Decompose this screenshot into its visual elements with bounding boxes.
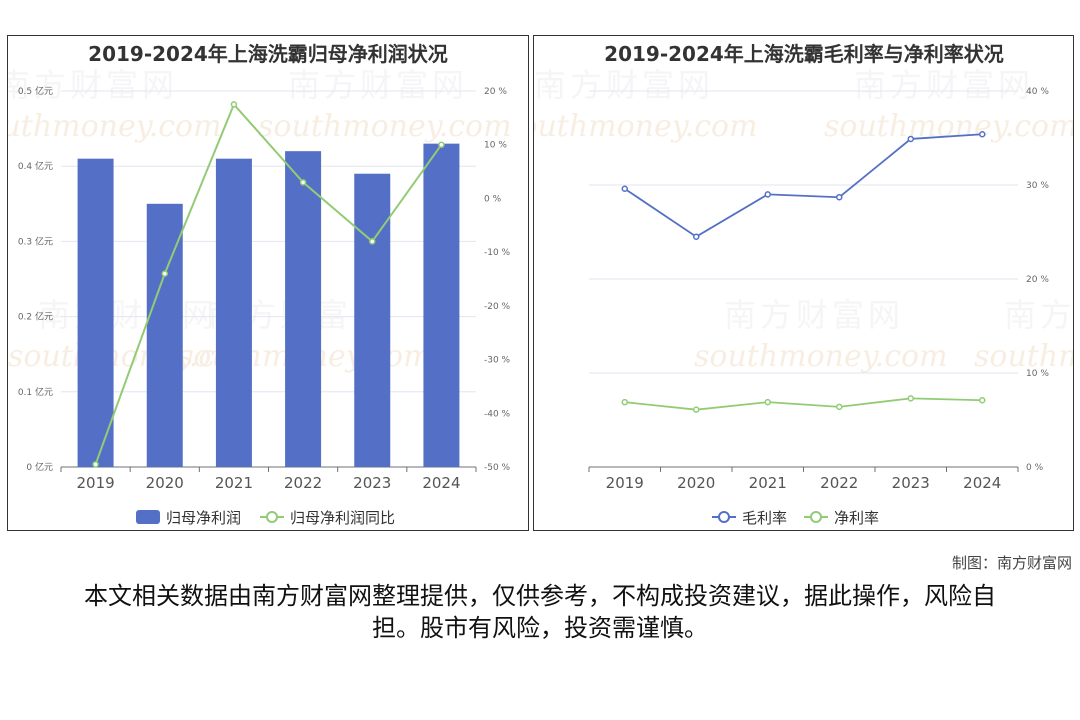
series-point-毛利率-2021: [764, 191, 771, 198]
yoy-line: [94, 102, 443, 465]
watermark-cn-1: 南方财富网: [288, 66, 468, 104]
legend-label-1: 归母净利润同比: [290, 509, 395, 527]
bar-2021: [215, 158, 252, 467]
series-line-净利率: [624, 397, 983, 411]
series-point-净利率-2022: [836, 403, 843, 411]
bar-2024: [423, 143, 460, 467]
series-point-毛利率-2024: [979, 130, 986, 138]
bar-2020: [146, 203, 183, 468]
disclaimer-text: 本文相关数据由南方财富网整理提供，仅供参考，不构成投资建议，据此操作，风险自担。…: [84, 582, 996, 642]
watermark-en-2: southmoney.com: [694, 339, 948, 374]
legend-marker-1: [266, 511, 278, 523]
y-right-tick-label: 40 %: [1026, 87, 1049, 97]
yoy-point-2022: [299, 179, 307, 186]
series-line-毛利率: [624, 133, 983, 238]
yoy-point-2020: [161, 270, 168, 277]
yoy-point-2019: [92, 461, 99, 468]
y-right-tick-label: 20 %: [1026, 275, 1049, 285]
legend: 毛利率 净利率: [712, 509, 879, 527]
bar-2023: [354, 173, 391, 467]
net-profit-chart: 南方财富网 southmoney.com 南方财富网 southmoney.com 南方…: [7, 35, 529, 531]
margin-chart-svg: 南方财富网 southmoney.com 南方财富网 southmoney.com 南方…: [534, 42, 1073, 527]
x-tick-label: 2020: [677, 474, 715, 492]
y-left-tick-label: 0 亿元: [26, 461, 53, 473]
y-right-tick-label: 20 %: [484, 87, 507, 97]
y-right-tick-label: 10 %: [484, 141, 507, 151]
y-right-tick-label: 0 %: [1026, 463, 1044, 473]
legend-label-1: 净利率: [834, 509, 879, 527]
watermark-group: 南方财富网 southmoney.com 南方财富网 southmoney.com 南方…: [534, 66, 1073, 374]
series-point-净利率-2020: [693, 406, 700, 413]
y-right-tick-label: -30 %: [484, 356, 511, 366]
series-point-毛利率-2022: [836, 193, 843, 201]
legend-label-0: 归母净利润: [166, 509, 241, 527]
watermark-en-1: southmoney.com: [824, 109, 1073, 144]
x-tick-label: 2023: [892, 474, 930, 492]
watermark-en-0: southmoney.com: [534, 109, 758, 144]
y-left-tick-label: 0.4 亿元: [18, 160, 53, 172]
series-point-毛利率-2023: [907, 135, 914, 143]
x-tick-label: 2024: [422, 474, 460, 492]
y-left-tick-label: 0.5 亿元: [18, 85, 53, 97]
watermark-en-0: southmoney.com: [8, 109, 222, 144]
watermark-cn-2: 南方财富网: [724, 296, 904, 334]
chart-credit: 制图：南方财富网: [951, 554, 1072, 572]
y-right-tick-label: -20 %: [484, 302, 511, 312]
net-profit-chart-svg: 南方财富网 southmoney.com 南方财富网 southmoney.com 南方…: [8, 42, 512, 527]
x-tick-label: 2022: [284, 474, 322, 492]
watermark-cn-0: 南方财富网: [8, 66, 178, 104]
series-point-净利率-2019: [621, 398, 628, 406]
watermark-en-3: southmoney.com: [974, 339, 1073, 374]
y-right-tick-label: -50 %: [484, 463, 511, 473]
y-right-tick-label: 0 %: [484, 194, 502, 204]
yoy-point-2024: [438, 141, 445, 148]
x-tick-label: 2024: [963, 474, 1001, 492]
y-right-tick-label: 30 %: [1026, 181, 1049, 191]
y-left-tick-label: 0.2 亿元: [18, 311, 53, 323]
y-left-tick-label: 0.3 亿元: [18, 235, 53, 247]
y-right-tick-label: -40 %: [484, 409, 511, 419]
watermark-cn-1: 南方财富网: [854, 66, 1034, 104]
legend-marker-0: [718, 511, 730, 523]
yoy-point-2023: [369, 238, 376, 245]
bar-2022: [285, 151, 322, 467]
series-point-净利率-2024: [979, 397, 986, 404]
x-tick-label: 2019: [606, 474, 644, 492]
y-right-tick-label: 10 %: [1026, 369, 1049, 379]
watermark-cn-0: 南方财富网: [534, 66, 714, 104]
series-point-毛利率-2019: [621, 185, 628, 193]
bar-2019: [77, 158, 114, 467]
yoy-point-2021: [230, 101, 238, 108]
legend-swatch-0: [136, 510, 160, 524]
series-point-毛利率-2020: [693, 233, 700, 240]
watermark-cn-3: 南方财富网: [1004, 296, 1073, 334]
grid-lines: [61, 90, 476, 393]
legend-marker-1: [810, 511, 822, 523]
y-left-tick-label: 0.1 亿元: [18, 386, 53, 398]
x-tick-label: 2021: [749, 474, 787, 492]
watermark-cn-3: 南方财富网: [38, 296, 218, 334]
x-tick-label: 2019: [76, 474, 114, 492]
legend: 归母净利润 归母净利润同比: [136, 509, 395, 527]
series-point-净利率-2021: [764, 398, 771, 406]
margin-chart: 南方财富网 southmoney.com 南方财富网 southmoney.com 南方…: [533, 35, 1074, 531]
grid-lines: [589, 90, 1018, 374]
y-right-tick-label: -10 %: [484, 248, 511, 258]
legend-label-0: 毛利率: [742, 509, 787, 527]
watermark-en-1: southmoney.com: [258, 109, 512, 144]
x-tick-label: 2023: [353, 474, 391, 492]
x-tick-label: 2021: [215, 474, 253, 492]
x-tick-label: 2020: [146, 474, 184, 492]
series-point-净利率-2023: [907, 395, 914, 402]
chart-title: 2019-2024年上海洗霸归母净利润状况: [88, 42, 448, 66]
x-tick-label: 2022: [820, 474, 858, 492]
chart-title: 2019-2024年上海洗霸毛利率与净利率状况: [604, 42, 1004, 66]
